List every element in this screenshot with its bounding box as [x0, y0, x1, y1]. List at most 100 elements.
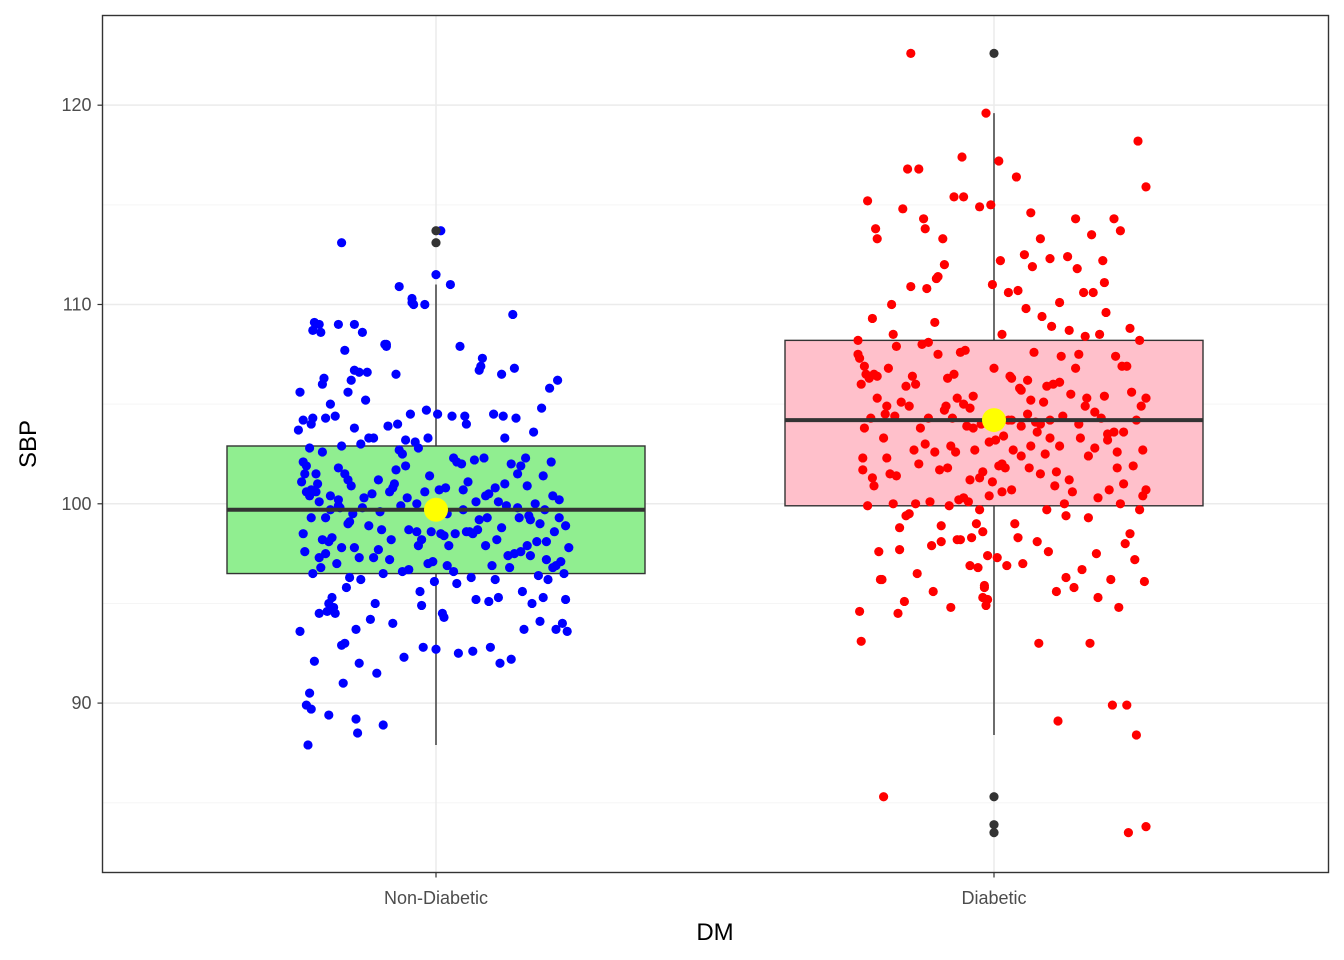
- data-point: [1093, 493, 1103, 503]
- data-point: [346, 481, 356, 491]
- data-point: [989, 363, 999, 373]
- data-point: [535, 616, 545, 626]
- data-point: [863, 196, 873, 206]
- data-point: [1061, 572, 1071, 583]
- data-point: [562, 626, 572, 636]
- data-point: [354, 553, 364, 563]
- data-point: [527, 598, 537, 609]
- data-point: [477, 353, 487, 363]
- data-point: [1120, 539, 1130, 549]
- data-point: [356, 439, 366, 449]
- data-point: [858, 465, 868, 475]
- data-point: [879, 433, 889, 443]
- mean-marker: [424, 497, 448, 522]
- data-point: [338, 678, 348, 688]
- data-point: [535, 519, 545, 529]
- data-point: [938, 234, 948, 244]
- data-point: [317, 447, 327, 457]
- data-point: [994, 461, 1004, 471]
- data-point: [369, 433, 379, 443]
- data-point: [1066, 389, 1076, 399]
- data-point: [417, 535, 427, 545]
- data-point: [295, 387, 305, 397]
- data-point: [949, 369, 959, 379]
- data-point: [561, 594, 571, 605]
- data-point: [987, 477, 998, 487]
- data-point: [413, 443, 423, 453]
- data-point: [1085, 638, 1095, 648]
- data-point: [1122, 700, 1132, 710]
- data-point: [351, 714, 361, 724]
- data-point: [1075, 433, 1085, 443]
- data-point: [300, 547, 310, 557]
- data-point: [489, 409, 499, 419]
- x-axis-title: DM: [696, 919, 733, 946]
- data-point: [306, 419, 316, 429]
- data-point: [423, 558, 433, 569]
- data-point: [357, 327, 367, 337]
- data-point: [455, 341, 465, 351]
- data-point: [1114, 602, 1124, 613]
- data-point: [975, 202, 985, 212]
- data-point: [493, 592, 503, 603]
- data-point: [1069, 582, 1079, 593]
- data-point: [306, 513, 316, 523]
- data-point: [1007, 485, 1017, 495]
- data-point: [492, 535, 502, 545]
- data-point: [1125, 529, 1135, 539]
- outlier-point: [431, 226, 441, 236]
- data-point: [855, 606, 865, 617]
- data-point: [906, 281, 916, 292]
- data-point: [1135, 335, 1145, 345]
- data-point: [933, 349, 943, 359]
- outlier-point: [989, 820, 999, 830]
- data-point: [452, 578, 462, 589]
- data-point: [468, 646, 478, 656]
- data-point: [1021, 303, 1031, 314]
- data-point: [893, 608, 903, 619]
- data-point: [1099, 277, 1109, 288]
- data-point: [551, 624, 561, 634]
- data-point: [1107, 700, 1117, 710]
- data-point: [557, 618, 568, 628]
- data-point: [356, 574, 366, 585]
- data-point: [1067, 487, 1077, 497]
- data-point: [959, 493, 969, 503]
- data-point: [353, 728, 363, 738]
- data-point: [1071, 214, 1081, 224]
- data-point: [481, 541, 491, 551]
- data-point: [1023, 409, 1033, 419]
- data-point: [373, 545, 383, 555]
- data-point: [1074, 349, 1084, 359]
- data-point: [880, 409, 890, 419]
- data-point: [493, 497, 503, 507]
- data-point: [319, 373, 329, 383]
- data-point: [365, 614, 375, 624]
- box-stats-layer: [227, 48, 1203, 838]
- data-point: [933, 271, 943, 282]
- data-point: [343, 387, 353, 397]
- data-point: [1131, 730, 1141, 740]
- data-point: [378, 720, 388, 730]
- data-point: [911, 499, 921, 509]
- data-point: [332, 558, 342, 569]
- data-point: [509, 549, 519, 559]
- data-point: [311, 469, 321, 479]
- data-point: [530, 499, 540, 509]
- data-point: [391, 465, 401, 475]
- data-point: [1099, 391, 1109, 401]
- data-point: [495, 658, 505, 668]
- data-point: [1125, 323, 1135, 334]
- data-point: [479, 453, 489, 463]
- data-point: [325, 399, 335, 409]
- data-point: [522, 481, 532, 491]
- data-point: [532, 537, 542, 547]
- data-point: [858, 453, 868, 463]
- data-point: [463, 477, 473, 487]
- data-point: [385, 554, 395, 565]
- data-point: [1056, 351, 1066, 361]
- panel-border: [101, 14, 1330, 874]
- data-point: [325, 491, 335, 501]
- data-point: [879, 792, 889, 802]
